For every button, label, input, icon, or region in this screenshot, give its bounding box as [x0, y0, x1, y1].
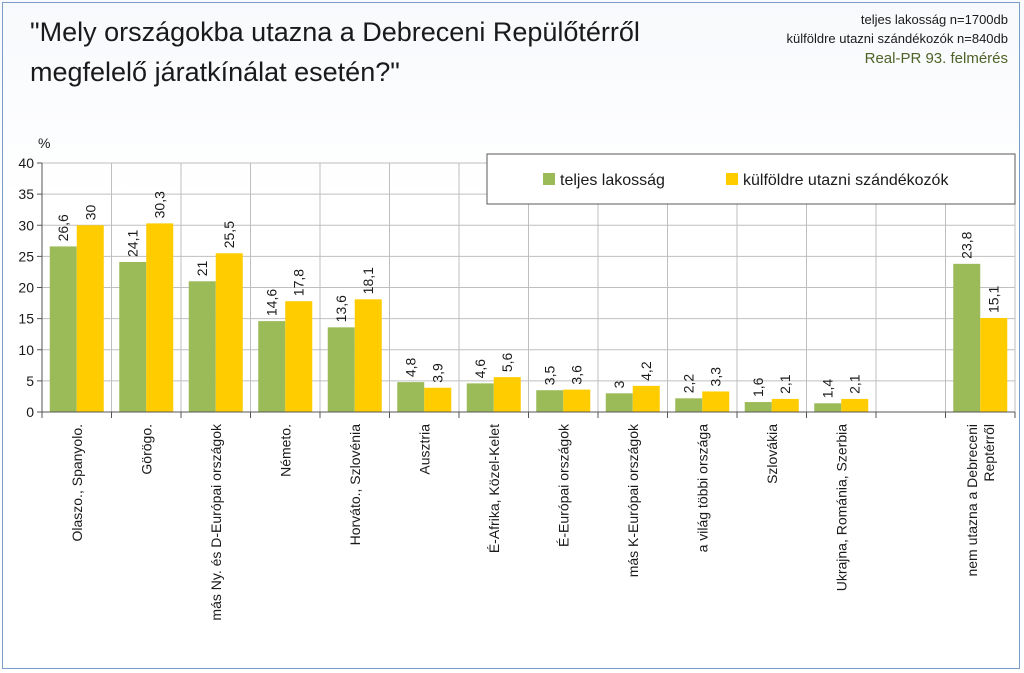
bar	[605, 393, 633, 412]
bar	[424, 387, 452, 412]
sample-info-travelers: külföldre utazni szándékozók n=840db	[786, 31, 1008, 46]
y-tick-label: 0	[26, 404, 34, 420]
bars: 26,6 24,1 21 14,6 13,6 4,8 4,6 3,5 3 2,2 1,6 1,4 23,…	[49, 191, 1008, 412]
category-label: más K-Európai országok	[625, 423, 641, 577]
data-label: 24,1	[125, 230, 141, 257]
data-label: 3,9	[430, 363, 446, 383]
y-tick-label: 30	[18, 217, 34, 233]
bar	[215, 253, 243, 412]
bar	[702, 391, 730, 412]
bar	[980, 318, 1008, 412]
data-label: 4,8	[403, 357, 419, 377]
category-label: É-Európai országok	[555, 423, 571, 547]
y-tick-label: 35	[18, 186, 34, 202]
category-label: Reptérről	[981, 424, 997, 482]
data-label: 25,5	[221, 221, 237, 248]
data-label: 4,6	[472, 359, 488, 379]
bar	[119, 261, 147, 412]
category-label: Görögo.	[138, 424, 154, 475]
bar	[354, 299, 382, 412]
data-label: 5,6	[499, 352, 515, 372]
y-tick-label: 20	[18, 280, 34, 296]
data-label: 2,1	[847, 374, 863, 394]
y-axis-unit-label: %	[38, 135, 50, 151]
data-label: 3,5	[542, 366, 558, 386]
bar	[76, 225, 104, 412]
data-label: 2,2	[681, 374, 697, 394]
y-tick-label: 40	[18, 155, 34, 171]
bar	[953, 263, 981, 412]
category-label: más Ny. és D-Európai országok	[208, 423, 224, 621]
y-tick-label: 10	[18, 342, 34, 358]
data-label: 17,8	[291, 269, 307, 296]
data-label: 23,8	[959, 231, 975, 258]
category-label: Horváto., Szlovénia	[347, 424, 363, 546]
bar	[632, 385, 660, 412]
bar	[744, 402, 772, 412]
bar	[49, 246, 77, 412]
y-tick-label: 25	[18, 248, 34, 264]
legend-label: teljes lakosság	[560, 172, 665, 189]
y-tick-label: 15	[18, 311, 34, 327]
data-label: 21	[194, 260, 210, 276]
category-label: Németo.	[277, 424, 293, 477]
bar	[563, 389, 591, 412]
category-label: Szlovákia	[764, 424, 780, 484]
sample-info-total: teljes lakosság n=1700db	[860, 12, 1008, 27]
y-tick-label: 5	[26, 373, 34, 389]
legend-swatch	[726, 173, 738, 185]
bar	[771, 398, 799, 412]
legend: teljes lakosság külföldre utazni szándéko…	[486, 153, 1016, 205]
data-label: 3,3	[708, 367, 724, 387]
bar	[536, 390, 564, 412]
data-label: 3,6	[569, 365, 585, 385]
survey-source: Real-PR 93. felmérés	[864, 50, 1008, 67]
data-label: 30,3	[152, 191, 168, 218]
bar	[814, 403, 842, 412]
data-label: 13,6	[333, 295, 349, 322]
category-label: Ukrajna, Románia, Szerbia	[833, 424, 849, 592]
bar	[493, 377, 521, 412]
axes: 0 5 10 15 20 25 30 35 40 Olaszo., Spanyolo. Görögo…	[18, 155, 1016, 621]
data-label: 4,2	[638, 361, 654, 381]
bar	[397, 382, 425, 412]
category-label: Olaszo., Spanyolo.	[69, 424, 85, 542]
bar	[285, 301, 313, 412]
bar	[841, 398, 869, 412]
bar	[188, 281, 216, 412]
data-label: 1,4	[820, 379, 836, 399]
data-label: 3	[611, 380, 627, 388]
data-label: 15,1	[986, 286, 1002, 313]
data-label: 30	[82, 204, 98, 220]
category-label: É-Afrika, Közel-Kelet	[486, 424, 502, 553]
data-label: 26,6	[55, 214, 71, 241]
category-label: nem utazna a Debreceni	[964, 424, 980, 577]
legend-swatch	[543, 173, 555, 185]
data-label: 18,1	[360, 267, 376, 294]
legend-label: külföldre utazni szándékozók	[743, 172, 949, 189]
category-label: Ausztria	[416, 424, 432, 475]
bar	[258, 321, 286, 412]
chart-title: "Mely országokba utazna a Debreceni Repü…	[30, 17, 640, 87]
data-label: 14,6	[264, 289, 280, 316]
bar	[146, 223, 174, 412]
data-label: 1,6	[750, 377, 766, 397]
legend-box	[486, 153, 1016, 205]
bar	[466, 383, 494, 412]
category-label: a világ többi országa	[694, 424, 710, 553]
bar	[675, 398, 703, 412]
bar	[327, 327, 355, 412]
data-label: 2,1	[777, 374, 793, 394]
